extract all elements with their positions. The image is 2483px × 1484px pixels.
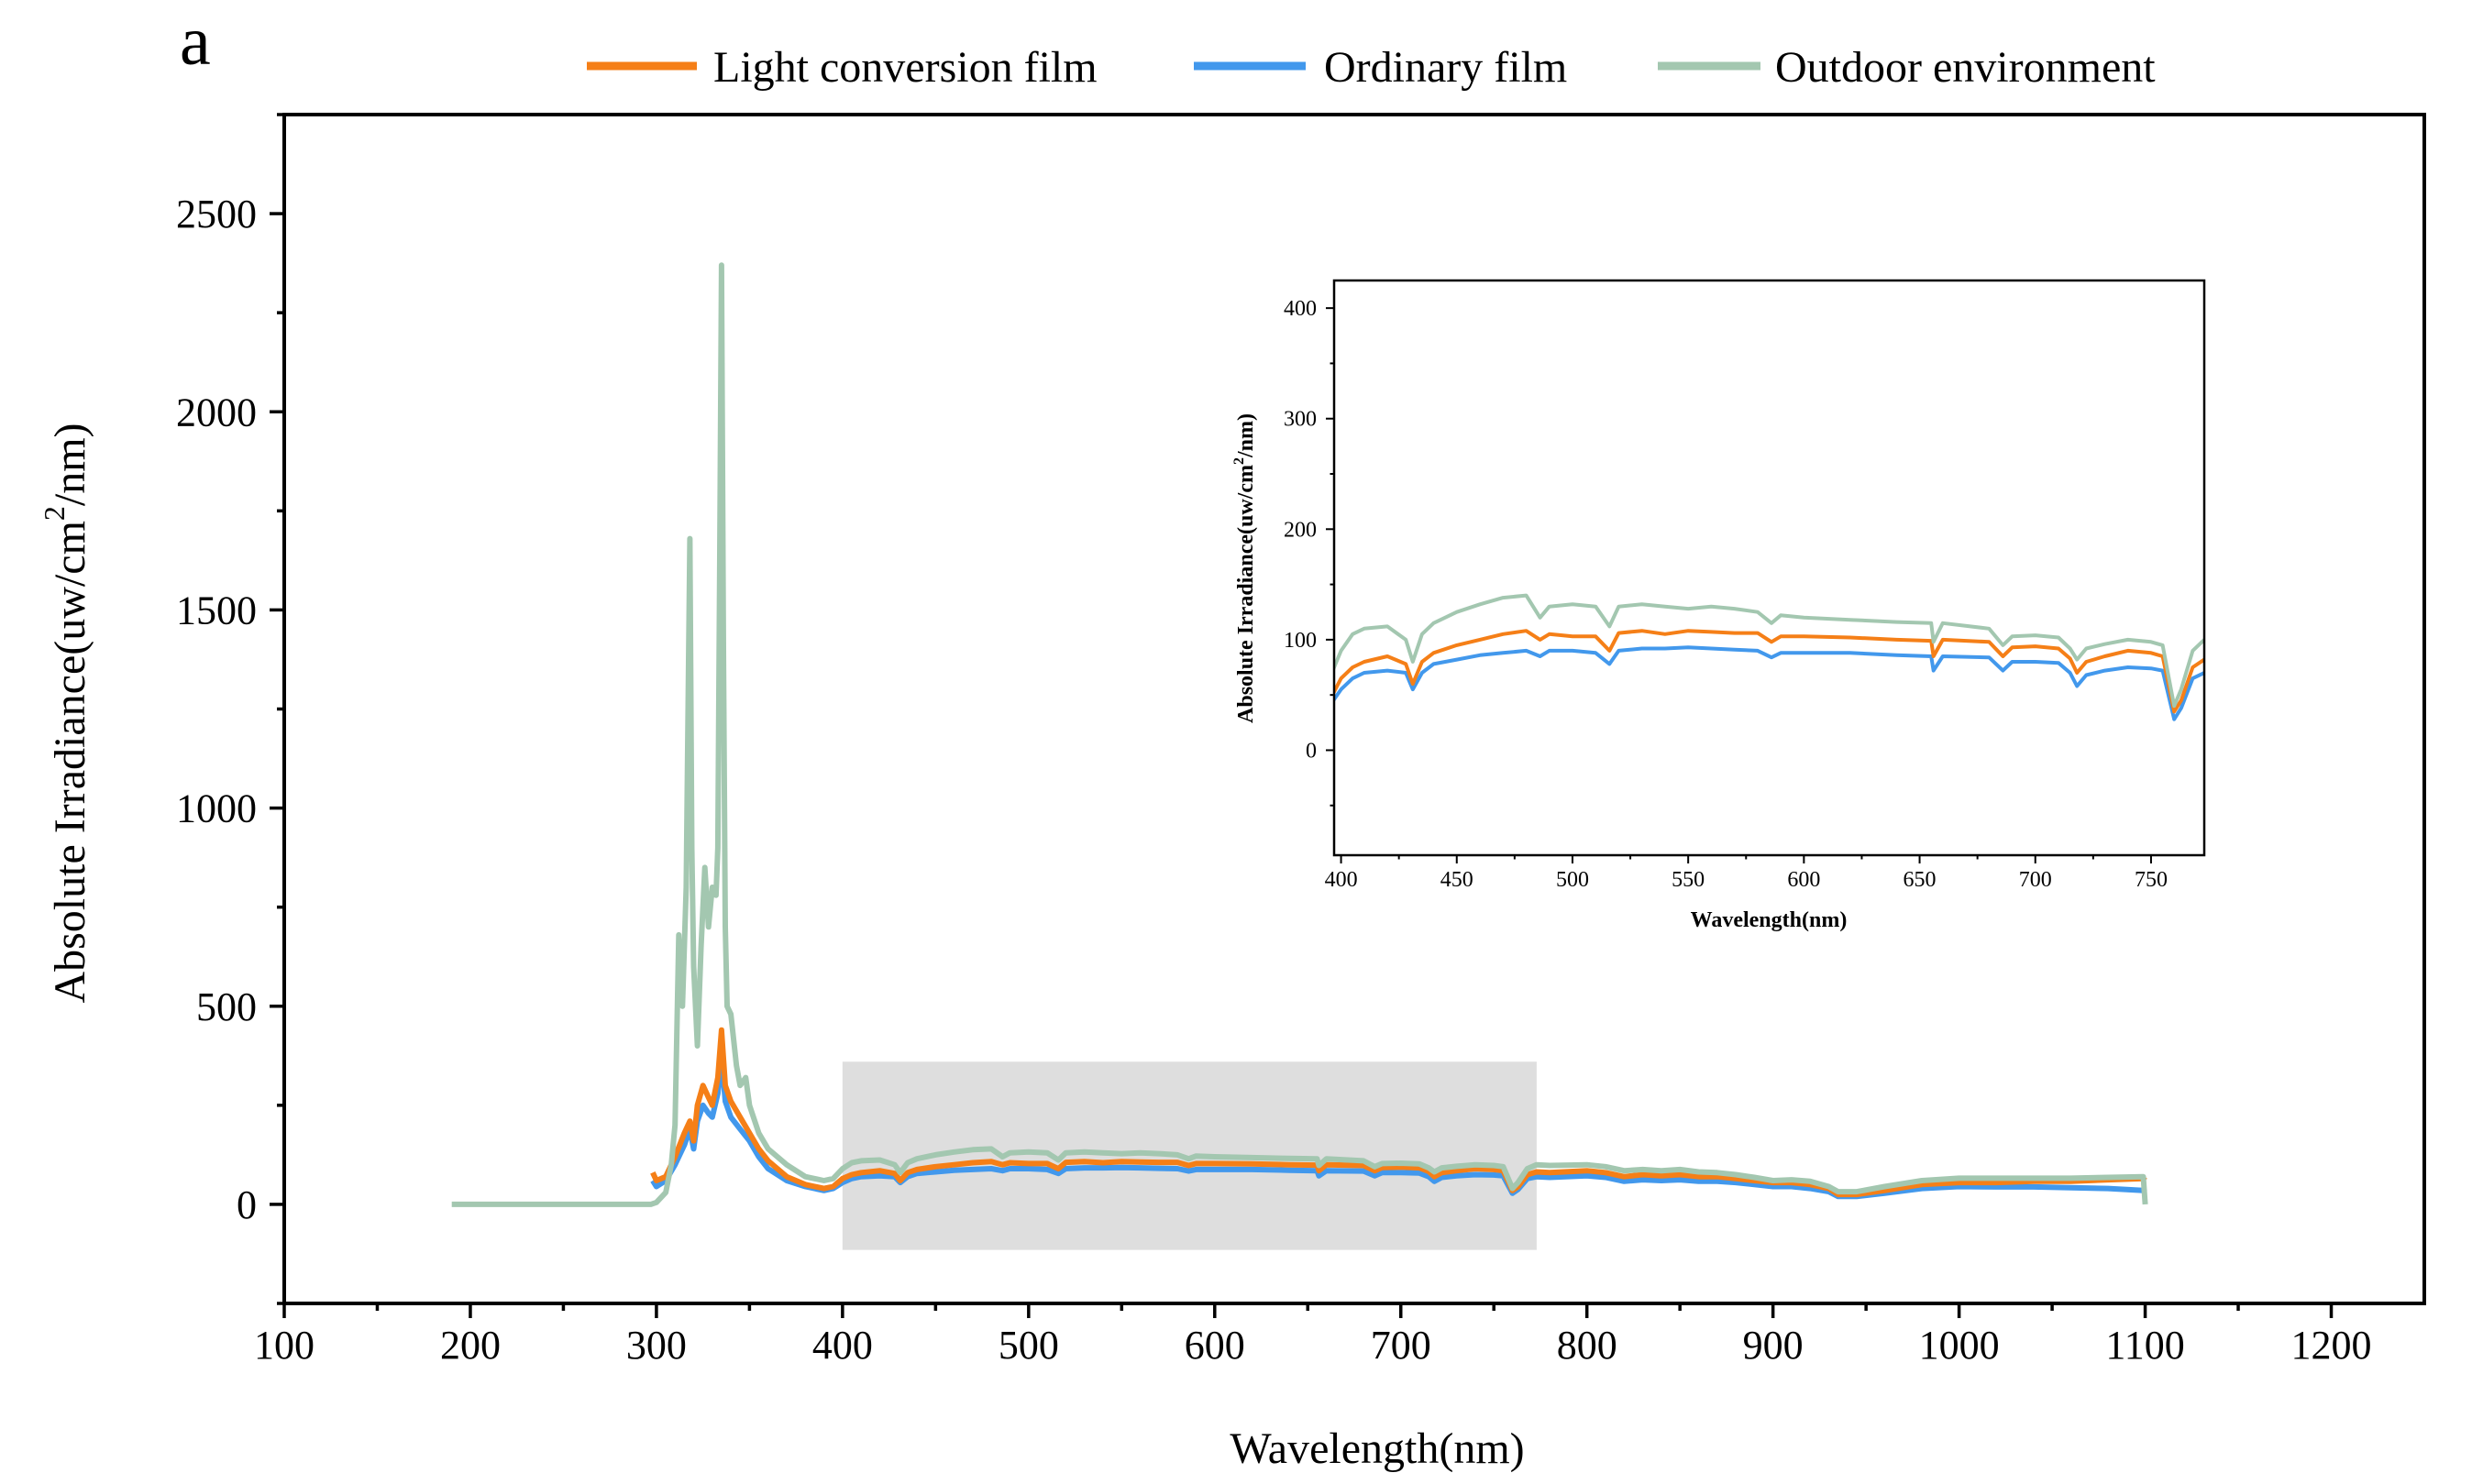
inset-y-axis-label-sup: 2 [1231, 457, 1247, 465]
main-x-tick-label: 100 [254, 1323, 315, 1368]
main-y-axis-label: Absolute Irradiance(uw/cm2/nm) [38, 423, 94, 1003]
main-y-axis: 0 500 1000 1500 2000 2500 [176, 113, 284, 1305]
legend-label-ordinary-film: Ordinary film [1324, 43, 1567, 92]
inset-y-tick-label: 400 [1284, 297, 1317, 321]
inset-x-tick-label: 600 [1787, 868, 1820, 892]
inset-series-light-conversion-film [1334, 629, 2204, 714]
main-y-tick-label: 500 [196, 984, 257, 1029]
main-y-axis-label-sup: 2 [38, 506, 71, 521]
legend: Light conversion film Ordinary film Outd… [587, 43, 2156, 92]
main-y-axis-label-main: Absolute Irradiance(uw/cm [46, 521, 94, 1003]
inset-y-tick-label: 100 [1284, 629, 1317, 653]
inset-y-axis-label-main: Absolute Irradiance(uw/cm [1234, 465, 1258, 723]
inset-y-axis: 0 100 200 300 400 [1284, 297, 1334, 807]
main-x-axis-label: Wavelength(nm) [1230, 1424, 1524, 1473]
main-x-tick-label: 1100 [2105, 1323, 2184, 1368]
inset-x-tick-label: 400 [1325, 868, 1358, 892]
main-x-tick-label: 1200 [2291, 1323, 2372, 1368]
main-x-tick-label: 800 [1557, 1323, 1617, 1368]
legend-label-light-conversion-film: Light conversion film [713, 43, 1098, 92]
legend-entry-outdoor-environment: Outdoor environment [1658, 43, 2156, 92]
main-y-tick-label: 2500 [176, 192, 257, 236]
inset-x-tick-label: 450 [1440, 868, 1473, 892]
inset-series-ordinary-film [1334, 645, 2204, 721]
main-x-tick-label: 300 [626, 1323, 687, 1368]
main-y-axis-label-tail: /nm) [46, 423, 94, 506]
main-x-tick-label: 600 [1185, 1323, 1245, 1368]
main-x-tick-label: 200 [440, 1323, 501, 1368]
inset-x-tick-label: 750 [2135, 868, 2168, 892]
main-series-ordinary-film [650, 1055, 2147, 1200]
inset-series-outdoor-environment [1334, 593, 2204, 709]
inset-y-axis-label-tail: /nm) [1234, 413, 1258, 458]
main-series-outdoor-environment [451, 262, 2148, 1207]
inset-plot: 400 450 500 550 600 650 700 750 0 100 200 300 400 W… [1231, 279, 2206, 932]
main-x-tick-label: 400 [812, 1323, 873, 1368]
inset-y-tick-label: 0 [1306, 739, 1317, 763]
main-x-tick-label: 500 [999, 1323, 1059, 1368]
main-plot: 100 200 300 400 500 600 700 800 900 1000 1100 1200 … [38, 113, 2426, 1473]
inset-x-tick-label: 500 [1556, 868, 1589, 892]
main-y-tick-label: 2000 [176, 390, 257, 434]
inset-y-tick-label: 300 [1284, 408, 1317, 432]
legend-label-outdoor-environment: Outdoor environment [1775, 43, 2156, 92]
legend-entry-light-conversion-film: Light conversion film [587, 43, 1098, 92]
main-series-light-conversion-film [650, 1027, 2147, 1198]
main-x-axis: 100 200 300 400 500 600 700 800 900 1000 1100 1200 [254, 1303, 2372, 1368]
inset-x-tick-label: 650 [1904, 868, 1937, 892]
inset-x-axis: 400 450 500 550 600 650 700 750 [1325, 855, 2168, 892]
main-y-tick-label: 0 [237, 1182, 257, 1227]
panel-label: a [180, 3, 211, 80]
main-x-tick-label: 1000 [1919, 1323, 2000, 1368]
main-y-tick-label: 1000 [176, 786, 257, 831]
main-x-tick-label: 700 [1371, 1323, 1431, 1368]
inset-series-group [1334, 593, 2204, 721]
legend-entry-ordinary-film: Ordinary film [1194, 43, 1567, 92]
inset-y-axis-label: Absolute Irradiance(uw/cm2/nm) [1231, 413, 1258, 723]
inset-x-tick-label: 550 [1672, 868, 1705, 892]
main-series-group [451, 262, 2148, 1207]
main-x-tick-label: 900 [1743, 1323, 1804, 1368]
inset-plot-frame [1332, 279, 2206, 857]
inset-background [1334, 280, 2204, 855]
inset-x-tick-label: 700 [2019, 868, 2052, 892]
inset-x-axis-label: Wavelength(nm) [1691, 908, 1848, 932]
inset-y-tick-label: 200 [1284, 518, 1317, 542]
main-y-tick-label: 1500 [176, 588, 257, 632]
